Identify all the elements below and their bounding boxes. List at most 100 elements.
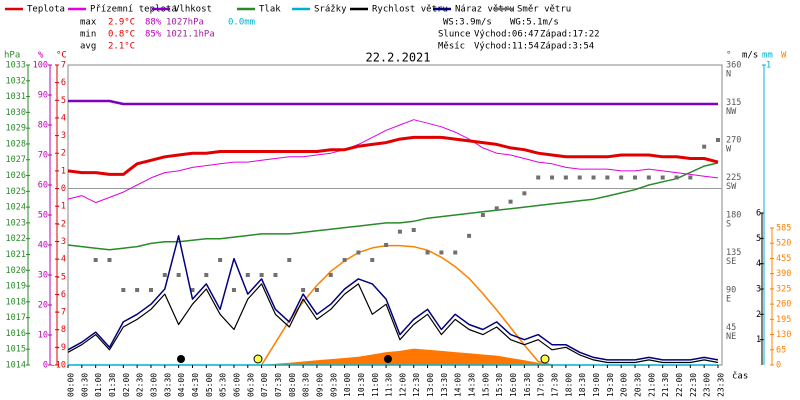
series-point [273, 273, 278, 277]
y-tick-label: -8 [56, 325, 66, 335]
x-tick-label: 23:00 [703, 373, 712, 397]
series-point [508, 199, 513, 204]
y-tick-label: 45 [726, 323, 736, 333]
axis-unit: mm [762, 51, 773, 61]
series-point [148, 288, 153, 292]
y-tick-label: 1019 [6, 282, 26, 292]
direction-label: N [726, 70, 731, 80]
y-tick-label: 90 [38, 91, 48, 101]
x-tick-label: 11:30 [385, 373, 394, 397]
x-tick-label: 15:30 [495, 373, 504, 397]
y-tick-label: 50 [38, 211, 48, 221]
y-tick-label: 6 [61, 78, 66, 88]
x-tick-label: 12:30 [412, 373, 421, 397]
y-tick-label: 225 [726, 173, 741, 183]
x-tick-label: 17:30 [551, 373, 560, 397]
x-tick-label: 02:00 [122, 373, 131, 397]
x-tick-label: 04:00 [177, 373, 186, 397]
x-tick-label: 02:30 [136, 373, 145, 397]
series-point [314, 288, 319, 292]
y-tick-label: 520 [776, 239, 791, 249]
series-point [204, 273, 209, 277]
y-tick-label: -3 [56, 237, 66, 247]
series-point [480, 213, 485, 217]
y-tick-label: 0 [61, 184, 66, 194]
y-tick-label: 1029 [6, 124, 26, 134]
y-tick-label: 3 [756, 285, 761, 295]
direction-label: S [726, 220, 731, 230]
series-point [633, 175, 638, 180]
x-tick-label: 13:30 [440, 373, 449, 397]
series-area [68, 348, 718, 365]
y-tick-label: 135 [726, 248, 741, 258]
y-tick-label: 5 [61, 96, 66, 106]
y-tick-label: 4 [61, 113, 66, 123]
y-tick-label: 6 [756, 209, 761, 219]
y-tick-label: 60 [38, 181, 48, 191]
axis-unit: W [781, 51, 787, 61]
series-point [646, 175, 651, 180]
direction-label: SE [726, 257, 736, 267]
y-tick-label: 270 [726, 136, 741, 146]
series-point [716, 138, 720, 142]
y-tick-label: 1025 [6, 187, 26, 197]
summary-value: 2.9°C [108, 18, 135, 28]
x-tick-label: 11:00 [371, 373, 380, 397]
y-tick-label: -9 [56, 343, 66, 353]
y-tick-label: 20 [38, 301, 48, 311]
axis-unit: % [38, 51, 44, 61]
series-point [425, 250, 430, 255]
y-tick-label: 1031 [6, 92, 26, 102]
sunset-marker [540, 354, 550, 364]
y-tick-label: -4 [56, 255, 66, 265]
x-tick-label: 19:30 [606, 373, 615, 397]
axis-unit: °C [56, 51, 67, 61]
series-point [328, 273, 333, 277]
x-tick-label: 07:00 [260, 373, 269, 397]
y-tick-label: 180 [726, 211, 741, 221]
sunrise-marker [253, 354, 263, 364]
y-tick-label: 10 [38, 331, 48, 341]
axis-unit: m/s [742, 51, 758, 61]
y-tick-label: 585 [776, 224, 791, 234]
series-point [135, 288, 140, 292]
series-point [494, 206, 499, 211]
x-tick-label: 06:00 [232, 373, 241, 397]
y-tick-label: 1033 [6, 61, 26, 71]
y-tick-label: 1014 [6, 361, 26, 371]
y-tick-label: 40 [38, 241, 48, 251]
series-line [67, 235, 719, 361]
axis-unit: ° [726, 51, 731, 61]
x-tick-label: 23:30 [717, 373, 726, 397]
series-line [68, 99, 718, 106]
y-tick-label: 1028 [6, 139, 26, 149]
legend-label: Náraz větru [455, 5, 515, 15]
chart-title: 22.2.2021 [365, 51, 430, 65]
summary-label: avg [80, 42, 96, 52]
astro-markers [177, 354, 550, 364]
y-tick-label: 455 [776, 254, 791, 264]
y-tick-label: 325 [776, 284, 791, 294]
y-tick-label: 315 [726, 98, 741, 108]
series-line [67, 119, 719, 204]
x-tick-label: 20:00 [620, 373, 629, 397]
x-tick-label: 01:00 [94, 373, 103, 397]
y-tick-label: 2 [61, 149, 66, 159]
series-point [577, 175, 582, 180]
series-point [259, 273, 264, 277]
y-tick-label: -2 [56, 219, 66, 229]
x-tick-label: 14:00 [454, 373, 463, 397]
legend-label: Přízemní teplota [90, 5, 177, 15]
summary: max 2.9°C 88% 1027hPa 0.0mm min 0.8°C 85… [80, 18, 600, 52]
y-tick-label: 1 [61, 166, 66, 176]
y-tick-label: 0 [43, 361, 48, 371]
series-point [384, 243, 389, 247]
x-tick-label: 12:00 [398, 373, 407, 397]
axis-unit: hPa [4, 51, 20, 61]
series-point [107, 258, 112, 262]
x-tick-label: 07:30 [274, 373, 283, 397]
legend-label: Rychlost větru [372, 5, 448, 15]
y-tick-label: 130 [776, 330, 791, 340]
y-tick-label: -5 [56, 272, 66, 282]
